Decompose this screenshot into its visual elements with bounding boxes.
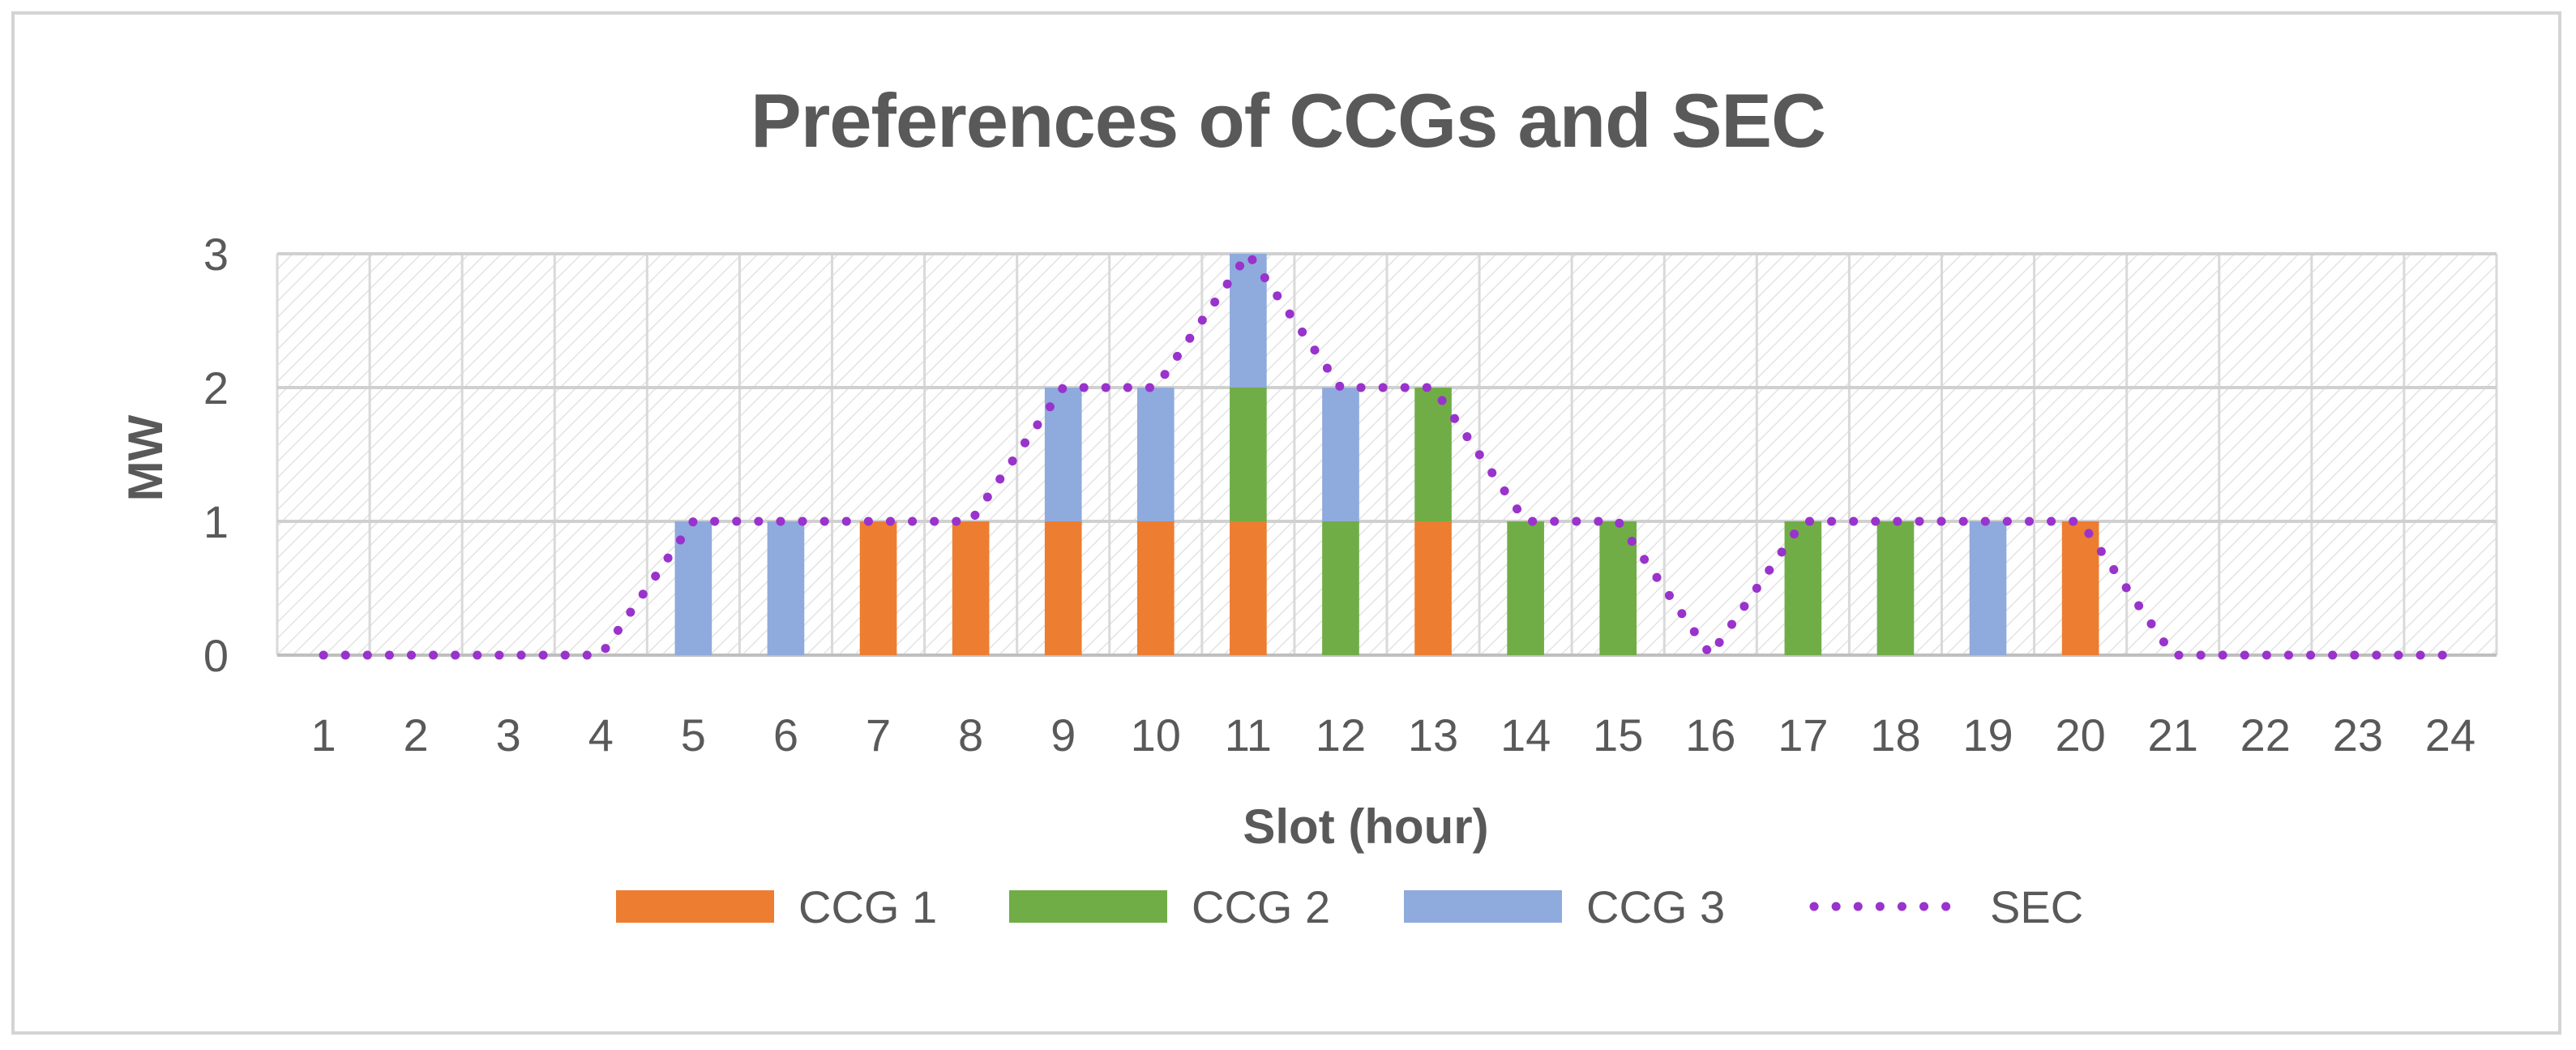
legend-swatch-ccg-1 bbox=[616, 890, 774, 923]
y-tick-label: 0 bbox=[203, 630, 229, 681]
legend-label-ccg-3: CCG 3 bbox=[1586, 881, 1725, 932]
bar-ccg-2-slot-14 bbox=[1507, 521, 1544, 655]
x-tick-label: 3 bbox=[496, 709, 521, 761]
legend-swatch-ccg-3 bbox=[1404, 890, 1562, 923]
bar-ccg-1-slot-10 bbox=[1136, 521, 1175, 655]
x-tick-label: 12 bbox=[1316, 709, 1366, 761]
x-tick-label: 24 bbox=[2425, 709, 2475, 761]
legend-swatch-ccg-2 bbox=[1009, 890, 1167, 923]
bar-ccg-1-slot-9 bbox=[1044, 521, 1082, 655]
x-tick-label: 13 bbox=[1408, 709, 1458, 761]
series-line-sec bbox=[319, 246, 2455, 663]
x-tick-label: 18 bbox=[1870, 709, 1920, 761]
y-tick-label: 2 bbox=[203, 362, 229, 414]
chart-title: Preferences of CCGs and SEC bbox=[751, 78, 1826, 163]
bar-ccg-2-slot-18 bbox=[1876, 521, 1915, 655]
bar-ccg-3-slot-10 bbox=[1136, 388, 1175, 521]
x-tick-label: 10 bbox=[1131, 709, 1181, 761]
bar-ccg-2-slot-12 bbox=[1322, 521, 1359, 655]
bar-ccg-3-slot-19 bbox=[1969, 521, 2007, 655]
bar-ccg-2-slot-11 bbox=[1230, 388, 1267, 521]
bar-ccg-1-slot-20 bbox=[2061, 521, 2099, 655]
x-tick-label: 16 bbox=[1685, 709, 1735, 761]
x-tick-label: 7 bbox=[866, 709, 891, 761]
x-tick-label: 14 bbox=[1500, 709, 1551, 761]
bar-ccg-2-slot-17 bbox=[1784, 521, 1822, 655]
bar-ccg-3-slot-12 bbox=[1322, 388, 1359, 521]
x-tick-label: 5 bbox=[681, 709, 706, 761]
bar-ccg-1-slot-11 bbox=[1230, 521, 1267, 655]
legend-label-sec: SEC bbox=[1990, 881, 2083, 932]
x-tick-label: 9 bbox=[1051, 709, 1076, 761]
x-tick-label: 21 bbox=[2148, 709, 2198, 761]
legend-label-ccg-2: CCG 2 bbox=[1192, 881, 1330, 932]
x-tick-label: 8 bbox=[958, 709, 983, 761]
x-tick-label: 15 bbox=[1593, 709, 1643, 761]
y-tick-label: 3 bbox=[203, 229, 229, 280]
x-tick-label: 19 bbox=[1962, 709, 2013, 761]
x-tick-label: 23 bbox=[2333, 709, 2383, 761]
legend: CCG 1 CCG 2 CCG 3 SEC bbox=[616, 881, 2083, 932]
x-tick-label: 17 bbox=[1778, 709, 1828, 761]
x-tick-label: 1 bbox=[310, 709, 336, 761]
bar-ccg-2-slot-13 bbox=[1414, 388, 1452, 521]
x-tick-label: 22 bbox=[2240, 709, 2291, 761]
x-tick-label: 2 bbox=[404, 709, 429, 761]
legend-label-ccg-1: CCG 1 bbox=[798, 881, 937, 932]
x-axis-title: Slot (hour) bbox=[1243, 799, 1488, 854]
bar-ccg-1-slot-13 bbox=[1414, 521, 1452, 655]
x-tick-label: 6 bbox=[773, 709, 798, 761]
bar-ccg-3-slot-6 bbox=[767, 521, 805, 655]
x-tick-label: 4 bbox=[588, 709, 614, 761]
y-axis-title: MW bbox=[118, 414, 173, 501]
x-tick-label: 11 bbox=[1225, 709, 1272, 761]
x-tick-label: 20 bbox=[2055, 709, 2105, 761]
bar-ccg-1-slot-8 bbox=[952, 521, 990, 655]
y-tick-label: 1 bbox=[203, 496, 229, 547]
bar-ccg-1-slot-7 bbox=[859, 521, 897, 655]
bar-ccg-3-slot-11 bbox=[1230, 254, 1267, 388]
